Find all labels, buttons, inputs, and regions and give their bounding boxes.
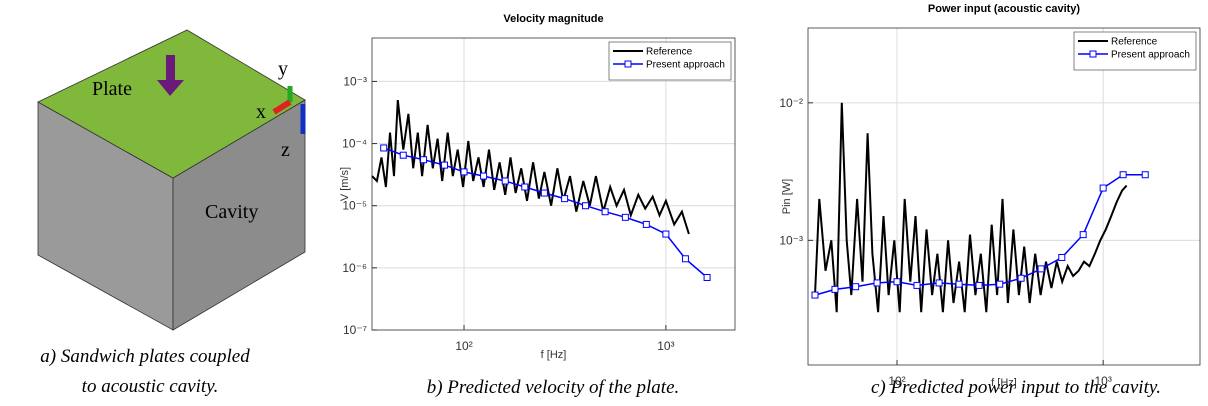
series-marker	[399, 151, 407, 159]
force-arrow-head	[157, 80, 184, 96]
series-marker	[642, 220, 650, 228]
series-marker	[811, 291, 819, 299]
series-marker	[440, 161, 448, 169]
cube-diagram: Plate Cavity y x z	[37, 29, 306, 331]
plot-area	[808, 28, 1200, 365]
y-tick-label: 10⁻⁷	[343, 323, 367, 337]
series-marker	[601, 208, 609, 216]
series-marker	[1141, 171, 1149, 179]
plate-face	[37, 29, 306, 179]
series-marker	[582, 202, 590, 210]
series-marker	[935, 279, 943, 287]
force-arrow-shaft	[166, 55, 175, 83]
legend-label: Reference	[646, 47, 693, 58]
series-line	[814, 102, 1128, 313]
series-marker	[460, 168, 468, 176]
series-marker	[852, 283, 860, 291]
series-marker	[521, 183, 529, 191]
x-label: x	[256, 101, 266, 123]
plate-label: Plate	[92, 78, 132, 100]
series-marker	[1017, 274, 1025, 282]
cavity-label: Cavity	[205, 201, 258, 223]
series-marker	[996, 280, 1004, 288]
x-axis-label: f [Hz]	[991, 377, 1017, 389]
series-marker	[1079, 231, 1087, 239]
caption: a) Sandwich plates coupled	[40, 346, 250, 367]
y-axis-label: V [m/s]	[339, 167, 351, 201]
x-axis-arrow	[272, 99, 292, 115]
y-axis-label: Pin [W]	[781, 179, 793, 214]
caption: c) Predicted power input to the cavity.	[871, 377, 1161, 398]
series-marker	[501, 177, 509, 185]
series-marker	[1058, 254, 1066, 262]
x-tick-label: 10³	[657, 339, 674, 353]
series-marker	[621, 213, 629, 221]
plot-frame	[807, 27, 1201, 366]
series-marker	[873, 279, 881, 287]
chart-title: Velocity magnitude	[503, 13, 603, 25]
z-label: z	[281, 139, 290, 161]
series-marker	[703, 273, 711, 281]
x-tick-label: 10³	[1094, 374, 1111, 388]
y-tick-label: 10⁻²	[779, 96, 803, 110]
caption: to acoustic cavity.	[82, 376, 219, 397]
x-tick-label: 10²	[888, 374, 905, 388]
legend-label: Reference	[1111, 37, 1158, 48]
series-marker	[1099, 184, 1107, 192]
series-marker	[1037, 265, 1045, 273]
series-marker	[480, 172, 488, 180]
legend-marker	[1089, 50, 1097, 58]
caption: b) Predicted velocity of the plate.	[427, 377, 680, 398]
x-tick-label: 10²	[455, 339, 472, 353]
y-label: y	[278, 58, 288, 80]
series-marker	[420, 156, 428, 164]
y-tick-label: 10⁻⁴	[342, 137, 367, 151]
y-tick-label: 10⁻³	[779, 233, 803, 247]
series-marker	[681, 255, 689, 263]
legend-label: Present approach	[646, 60, 725, 71]
chart-title: Power input (acoustic cavity)	[928, 3, 1081, 15]
legend-marker	[624, 60, 632, 68]
plot-frame	[371, 37, 736, 331]
series-marker	[662, 230, 670, 238]
series-marker	[380, 144, 388, 152]
series-marker	[955, 280, 963, 288]
series-marker	[1119, 171, 1127, 179]
series-marker	[975, 281, 983, 289]
series-marker	[831, 285, 839, 293]
y-tick-label: 10⁻³	[343, 74, 367, 88]
legend-label: Present approach	[1111, 50, 1190, 61]
series-marker	[913, 281, 921, 289]
x-axis-label: f [Hz]	[541, 349, 567, 361]
series-marker	[893, 278, 901, 286]
plot-area	[372, 38, 735, 330]
series-marker	[561, 195, 569, 203]
y-tick-label: 10⁻⁶	[342, 261, 367, 275]
y-tick-label: 10⁻⁵	[342, 199, 367, 213]
series-line	[371, 99, 690, 235]
series-marker	[540, 189, 548, 197]
